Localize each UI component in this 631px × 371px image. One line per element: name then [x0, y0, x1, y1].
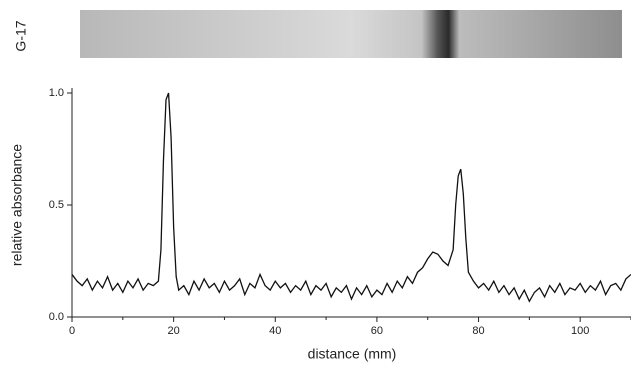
x-tick-label: 100	[571, 325, 589, 337]
y-tick-label: 0.0	[49, 311, 64, 323]
y-tick-label: 1.0	[49, 87, 64, 99]
y-tick-label: 0.5	[49, 199, 64, 211]
data-line	[72, 93, 631, 301]
x-tick-label: 80	[472, 325, 484, 337]
x-tick-label: 0	[69, 325, 75, 337]
x-axis-label: distance (mm)	[308, 346, 397, 362]
x-tick-label: 60	[371, 325, 383, 337]
gel-strip	[80, 10, 622, 58]
y-axis-label: relative absorbance	[9, 144, 25, 266]
strip-label: G-17	[13, 20, 29, 51]
figure: G-17 relative absorbance distance (mm) 0…	[0, 0, 631, 366]
x-tick-label: 40	[269, 325, 281, 337]
x-tick-label: 20	[168, 325, 180, 337]
